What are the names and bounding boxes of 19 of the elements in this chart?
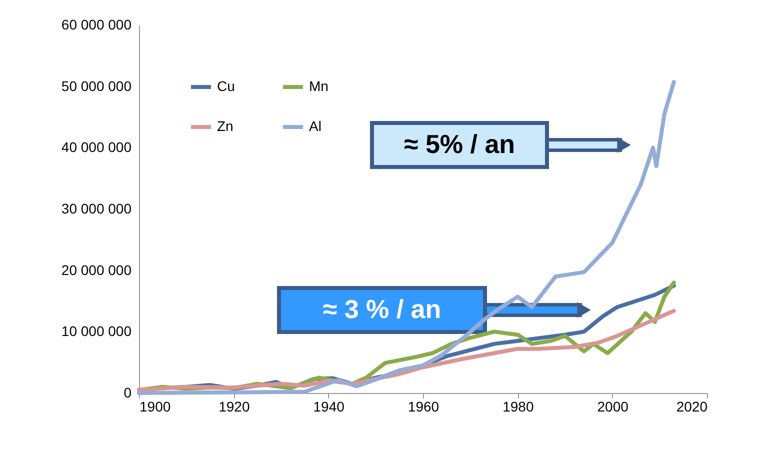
legend-label: Mn [309,78,328,94]
y-tick-label: 20 000 000 [61,262,132,278]
x-tick-label: 1980 [502,398,534,414]
y-tick-label: 60 000 000 [61,16,132,32]
y-tick-label: 50 000 000 [61,78,132,94]
y-tick-label: 0 [124,384,132,400]
line-series [137,80,676,395]
x-tick-label: 1960 [408,398,440,414]
legend-label: Al [309,118,322,134]
x-tick-label: 1920 [218,398,250,414]
legend-label: Cu [217,78,235,94]
x-tick-label: 2000 [597,398,629,414]
x-tick-label: 1940 [313,398,345,414]
y-tick-label: 10 000 000 [61,323,132,340]
x-tick-label: 2020 [676,398,708,414]
legend-label: Zn [217,118,234,134]
y-tick-label: 30 000 000 [61,200,132,216]
y-tick-label: 40 000 000 [61,139,132,156]
x-tick-label: 1900 [140,398,171,414]
